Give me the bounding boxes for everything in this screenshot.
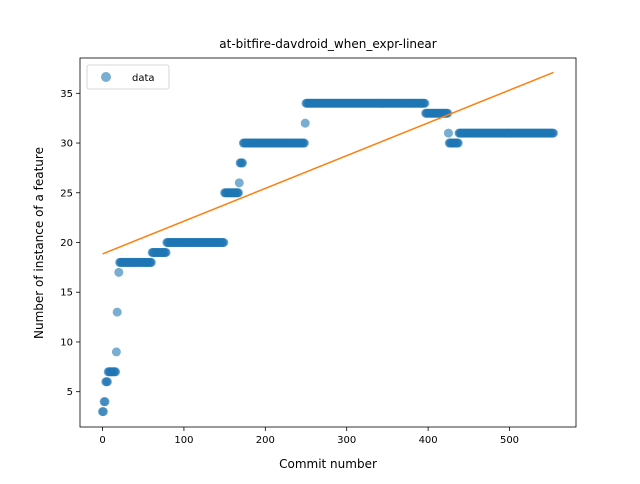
- data-point: [114, 267, 124, 277]
- data-point: [300, 118, 310, 128]
- data-point: [111, 367, 121, 377]
- data-point: [548, 128, 558, 138]
- data-point: [102, 377, 112, 387]
- x-axis-label: Commit number: [279, 457, 377, 471]
- plot-area: [98, 71, 558, 417]
- data-point: [443, 128, 453, 138]
- y-tick-label: 35: [60, 89, 73, 100]
- data-point: [234, 178, 244, 188]
- y-axis-label: Number of instance of a feature: [32, 147, 46, 339]
- legend: data: [86, 64, 170, 90]
- fit-line: [102, 71, 554, 255]
- y-tick-label: 20: [60, 238, 73, 249]
- y-tick-label: 10: [60, 337, 73, 348]
- x-tick-label: 200: [256, 435, 275, 446]
- axes-frame: [79, 57, 577, 428]
- data-point: [238, 158, 248, 168]
- y-tick-label: 5: [67, 387, 73, 398]
- legend-label-data: data: [132, 73, 155, 84]
- x-tick-label: 0: [99, 435, 105, 446]
- data-point: [112, 307, 122, 317]
- x-axis: 0 100 200 300 400 500: [99, 427, 519, 446]
- chart-title: at-bitfire-davdroid_when_expr-linear: [219, 37, 436, 51]
- data-point: [146, 257, 156, 267]
- y-tick-label: 15: [60, 288, 73, 299]
- data-point: [111, 347, 121, 357]
- data-point: [299, 138, 309, 148]
- data-point: [219, 238, 229, 247]
- data-point: [98, 407, 108, 417]
- data-point: [233, 188, 243, 198]
- y-tick-label: 25: [60, 188, 73, 199]
- data-point: [453, 138, 463, 148]
- x-tick-label: 100: [174, 435, 193, 446]
- legend-marker-data: [101, 72, 111, 82]
- y-tick-label: 30: [60, 139, 73, 150]
- data-point: [420, 98, 430, 108]
- y-axis: 5 10 15 20 25 30 35: [60, 89, 80, 398]
- data-point: [100, 397, 110, 407]
- x-tick-label: 300: [337, 435, 356, 446]
- x-tick-label: 400: [419, 435, 438, 446]
- x-tick-label: 500: [500, 435, 519, 446]
- data-point: [161, 247, 171, 257]
- legend-box: [86, 64, 170, 90]
